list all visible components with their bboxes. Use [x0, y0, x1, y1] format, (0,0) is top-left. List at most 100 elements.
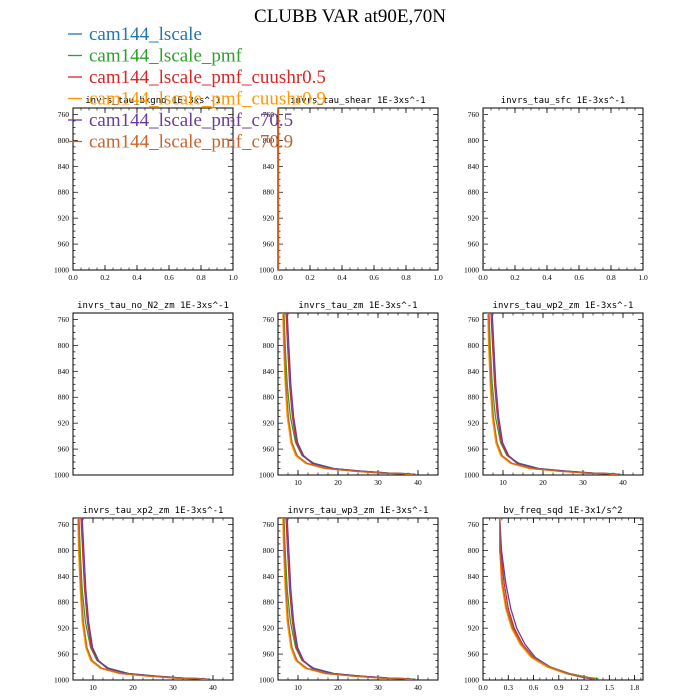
series-line	[490, 313, 620, 475]
x-tick-label: 0.0	[68, 273, 78, 282]
y-tick-label: 1000	[259, 266, 274, 275]
y-tick-label: 920	[58, 214, 70, 223]
legend-entry: cam144_lscale_pmf_c70.9	[68, 132, 293, 153]
chart-panel: invrs_tau_wp3_zm 1E-3xs^-1 760 800 840 880 92…	[259, 506, 439, 692]
x-tick-label: 1.0	[228, 273, 238, 282]
x-tick-label: 0.8	[401, 273, 411, 282]
legend-label: cam144_lscale_pmf	[89, 46, 243, 67]
x-tick-label: 0.2	[100, 273, 110, 282]
y-tick-label: 960	[468, 240, 480, 249]
x-tick-label: 0.0	[273, 273, 283, 282]
x-tick-label: 0.0	[478, 273, 488, 282]
chart-panel: invrs_tau_bkgnd 1E-3xs^-1 760 800 840 880 920…	[54, 96, 238, 282]
x-tick-label: 40	[414, 683, 422, 692]
panel-title: invrs_tau_shear 1E-3xs^-1	[290, 96, 425, 106]
series-line	[285, 518, 415, 680]
y-tick-label: 760	[468, 315, 480, 324]
y-tick-label: 760	[263, 110, 275, 119]
legend-entry: cam144_lscale_pmf_cuushr0.9	[68, 89, 326, 110]
y-tick-label: 840	[58, 572, 70, 581]
legend-entry: cam144_lscale_pmf_cuushr0.5	[68, 67, 326, 88]
series-line	[283, 518, 417, 680]
x-tick-label: 1.5	[605, 683, 615, 692]
y-tick-label: 960	[468, 650, 480, 659]
x-tick-label: 0.3	[504, 683, 514, 692]
legend-label: cam144_lscale_pmf_c70.5	[89, 110, 293, 131]
chart-panel: invrs_tau_wp2_zm 1E-3xs^-1 760 800 840 880 92…	[464, 301, 644, 487]
panel-title: invrs_tau_zm 1E-3xs^-1	[298, 301, 417, 311]
series-line	[499, 518, 591, 680]
x-tick-label: 20	[129, 683, 137, 692]
plot-frame	[72, 312, 234, 476]
y-tick-label: 760	[58, 520, 70, 529]
x-tick-label: 0.2	[510, 273, 520, 282]
x-tick-label: 0.4	[337, 273, 347, 282]
x-tick-label: 20	[334, 683, 342, 692]
x-tick-label: 40	[619, 478, 627, 487]
y-tick-label: 840	[58, 367, 70, 376]
series-line	[499, 518, 592, 680]
series-line	[283, 313, 417, 475]
x-tick-label: 0.4	[542, 273, 552, 282]
x-tick-label: 1.2	[579, 683, 589, 692]
y-tick-label: 800	[58, 546, 70, 555]
plot-frame	[482, 517, 644, 681]
panel-title: invrs_tau_sfc 1E-3xs^-1	[501, 96, 626, 106]
series-line	[282, 313, 413, 475]
y-tick-label: 760	[263, 315, 275, 324]
y-tick-label: 960	[263, 650, 275, 659]
y-tick-label: 1000	[464, 676, 479, 685]
y-tick-label: 1000	[259, 471, 274, 480]
y-tick-label: 920	[263, 624, 275, 633]
x-tick-label: 30	[374, 683, 382, 692]
y-tick-label: 840	[263, 572, 275, 581]
legend-label: cam144_lscale_pmf_cuushr0.5	[89, 67, 326, 88]
series-line	[282, 518, 413, 680]
y-tick-label: 800	[468, 546, 480, 555]
y-tick-label: 760	[263, 520, 275, 529]
y-tick-label: 920	[468, 419, 480, 428]
x-tick-label: 0.8	[196, 273, 206, 282]
y-tick-label: 800	[468, 136, 480, 145]
x-tick-label: 10	[499, 478, 507, 487]
x-tick-label: 30	[579, 478, 587, 487]
legend: cam144_lscalecam144_lscale_pmfcam144_lsc…	[68, 24, 326, 153]
x-tick-label: 10	[294, 683, 302, 692]
series-line	[499, 518, 599, 680]
series-line	[487, 313, 618, 475]
x-tick-label: 10	[89, 683, 97, 692]
x-tick-label: 0.2	[305, 273, 315, 282]
figure-title: CLUBB VAR at90E,70N	[254, 6, 446, 27]
y-tick-label: 920	[58, 419, 70, 428]
y-tick-label: 920	[468, 214, 480, 223]
series-line	[77, 518, 208, 680]
y-tick-label: 920	[468, 624, 480, 633]
y-tick-label: 880	[58, 188, 70, 197]
y-tick-label: 760	[58, 315, 70, 324]
y-tick-label: 880	[468, 393, 480, 402]
series-line	[499, 518, 596, 680]
chart-panel: invrs_tau_no_N2_zm 1E-3xs^-1 760 800 840 880…	[54, 301, 234, 480]
y-tick-label: 1000	[464, 471, 479, 480]
chart-panel: invrs_tau_xp2_zm 1E-3xs^-1 760 800 840 880 92…	[54, 506, 234, 692]
y-tick-label: 960	[468, 445, 480, 454]
panel-title: invrs_tau_wp3_zm 1E-3xs^-1	[288, 506, 429, 516]
y-tick-label: 800	[58, 136, 70, 145]
y-tick-label: 920	[58, 624, 70, 633]
y-tick-label: 880	[263, 598, 275, 607]
y-tick-label: 880	[468, 188, 480, 197]
series-line	[282, 518, 413, 680]
legend-entry: cam144_lscale_pmf	[68, 46, 243, 67]
series-line	[487, 313, 616, 475]
series-line	[78, 518, 212, 680]
legend-entry: cam144_lscale_pmf_c70.5	[68, 110, 293, 131]
panel-title: bv_freq_sqd 1E-3x1/s^2	[503, 506, 622, 516]
x-tick-label: 0.6	[529, 683, 539, 692]
y-tick-label: 840	[263, 367, 275, 376]
y-tick-label: 840	[468, 367, 480, 376]
series-line	[285, 313, 415, 475]
x-tick-label: 0.4	[132, 273, 142, 282]
panel-title: invrs_tau_xp2_zm 1E-3xs^-1	[83, 506, 224, 516]
legend-label: cam144_lscale_pmf_cuushr0.9	[89, 89, 326, 110]
x-tick-label: 0.8	[606, 273, 616, 282]
